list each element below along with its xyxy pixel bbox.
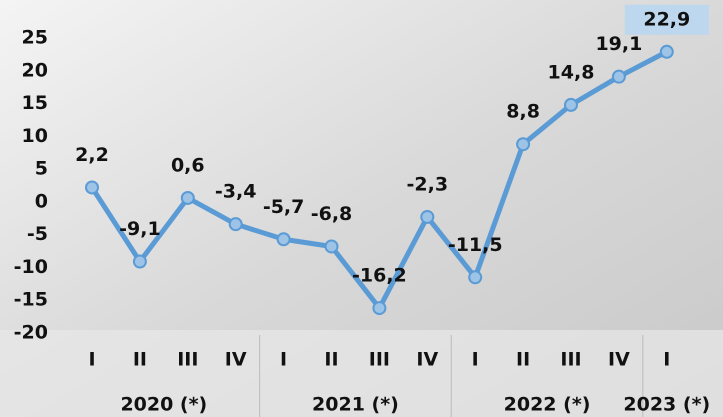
marker (517, 138, 529, 150)
marker (565, 99, 577, 111)
y-tick-label: 15 (22, 92, 48, 114)
x-tick-label: I (472, 349, 479, 371)
x-tick-label: II (324, 349, 338, 371)
x-tick-label: IV (416, 349, 438, 371)
marker (661, 46, 673, 58)
marker (134, 256, 146, 268)
x-tick-label: I (663, 349, 670, 371)
group-label: 2021 (*) (312, 394, 399, 416)
chart: -20 -15 -10 -5 0 5 10 15 20 25 2020 (*) 2021 (*) 202… (0, 0, 723, 417)
marker (421, 211, 433, 223)
group-label: 2020 (*) (120, 394, 207, 416)
group-label: 2022 (*) (504, 394, 591, 416)
y-tick-label: 20 (22, 59, 48, 81)
group-label: 2023 (*) (623, 394, 710, 416)
marker (613, 71, 625, 83)
data-label: -9,1 (119, 218, 161, 240)
y-tick-label: -5 (27, 223, 48, 245)
data-label: -6,8 (311, 203, 353, 225)
x-tick-label: II (133, 349, 147, 371)
data-label: 8,8 (506, 101, 540, 123)
x-tick-label: III (560, 349, 581, 371)
y-tick-label: 0 (35, 190, 48, 212)
x-tick-label: III (177, 349, 198, 371)
marker (373, 302, 385, 314)
x-tick-label: IV (608, 349, 630, 371)
y-tick-label: 25 (22, 27, 48, 49)
x-tick-label: III (369, 349, 390, 371)
marker (86, 181, 98, 193)
data-label: -5,7 (263, 196, 305, 218)
y-tick-label: -10 (14, 256, 48, 278)
x-tick-label: IV (225, 349, 247, 371)
x-tick-label: II (516, 349, 530, 371)
y-tick-label: 5 (35, 158, 48, 180)
marker (182, 192, 194, 204)
marker (469, 271, 481, 283)
data-label: -2,3 (407, 173, 449, 195)
marker (326, 240, 338, 252)
x-tick-label: I (280, 349, 287, 371)
data-label: -11,5 (448, 234, 503, 256)
data-label: -16,2 (352, 265, 407, 287)
data-label: 0,6 (171, 154, 205, 176)
data-label: 22,9 (643, 8, 690, 30)
y-tick-label: 10 (22, 125, 48, 147)
data-label: 19,1 (595, 33, 642, 55)
marker (230, 218, 242, 230)
x-tick-label: I (88, 349, 95, 371)
data-label: -3,4 (215, 181, 257, 203)
data-label: 14,8 (548, 61, 595, 83)
data-label: 2,2 (75, 144, 109, 166)
y-tick-label: -20 (14, 322, 48, 344)
marker (278, 233, 290, 245)
y-tick-label: -15 (14, 289, 48, 311)
